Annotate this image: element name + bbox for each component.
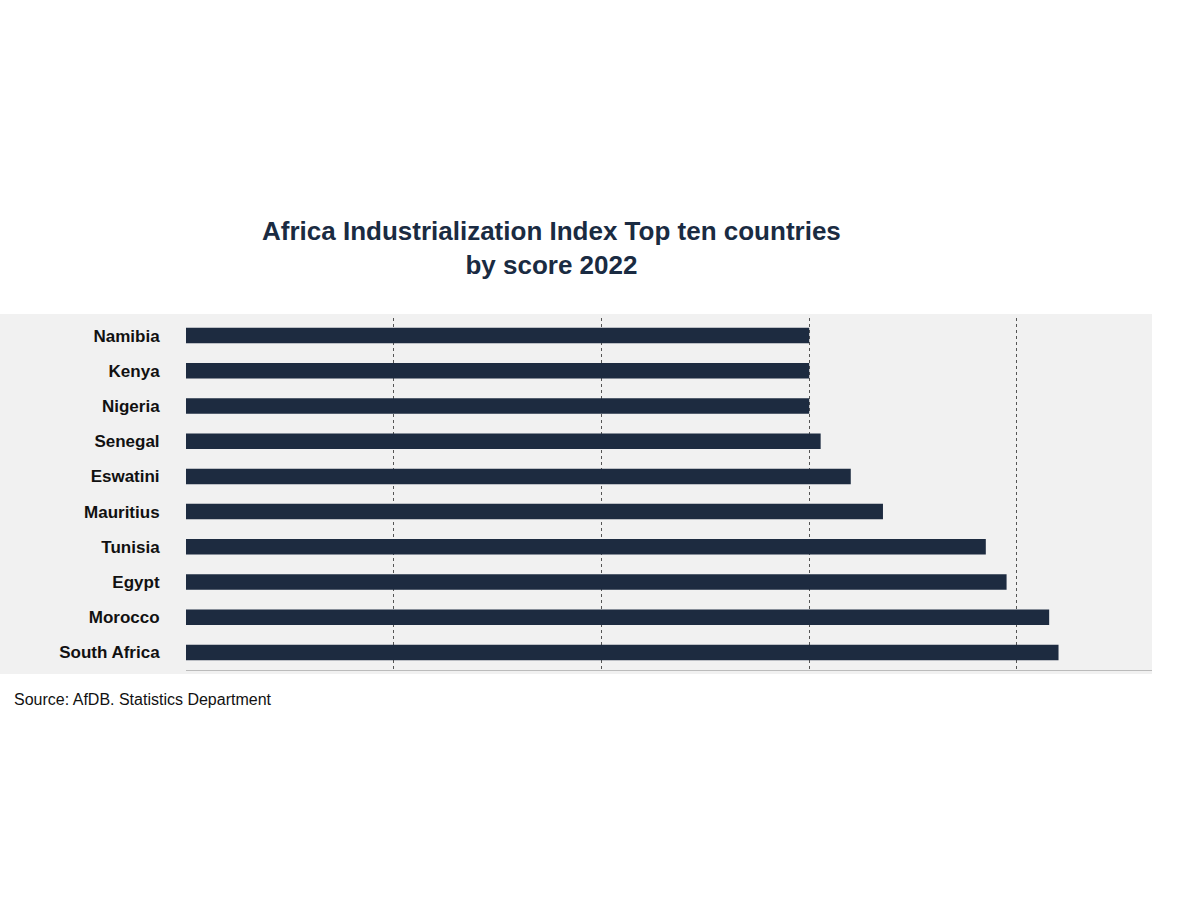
svg-text:Africa Industrialization Index: Africa Industrialization Index Top ten c…: [262, 216, 841, 280]
svg-text:Namibia: Namibia: [93, 327, 160, 346]
svg-text:Senegal: Senegal: [94, 432, 159, 451]
svg-text:Egypt: Egypt: [112, 573, 160, 592]
svg-text:Eswatini: Eswatini: [91, 467, 160, 486]
svg-text:South Africa: South Africa: [59, 643, 160, 662]
svg-text:Morocco: Morocco: [89, 608, 160, 627]
svg-text:Kenya: Kenya: [109, 362, 161, 381]
svg-text:Nigeria: Nigeria: [102, 397, 160, 416]
svg-text:Tunisia: Tunisia: [101, 538, 160, 557]
svg-text:Source: AfDB. Statistics Depar: Source: AfDB. Statistics Department: [14, 691, 272, 708]
svg-text:Mauritius: Mauritius: [84, 503, 160, 522]
